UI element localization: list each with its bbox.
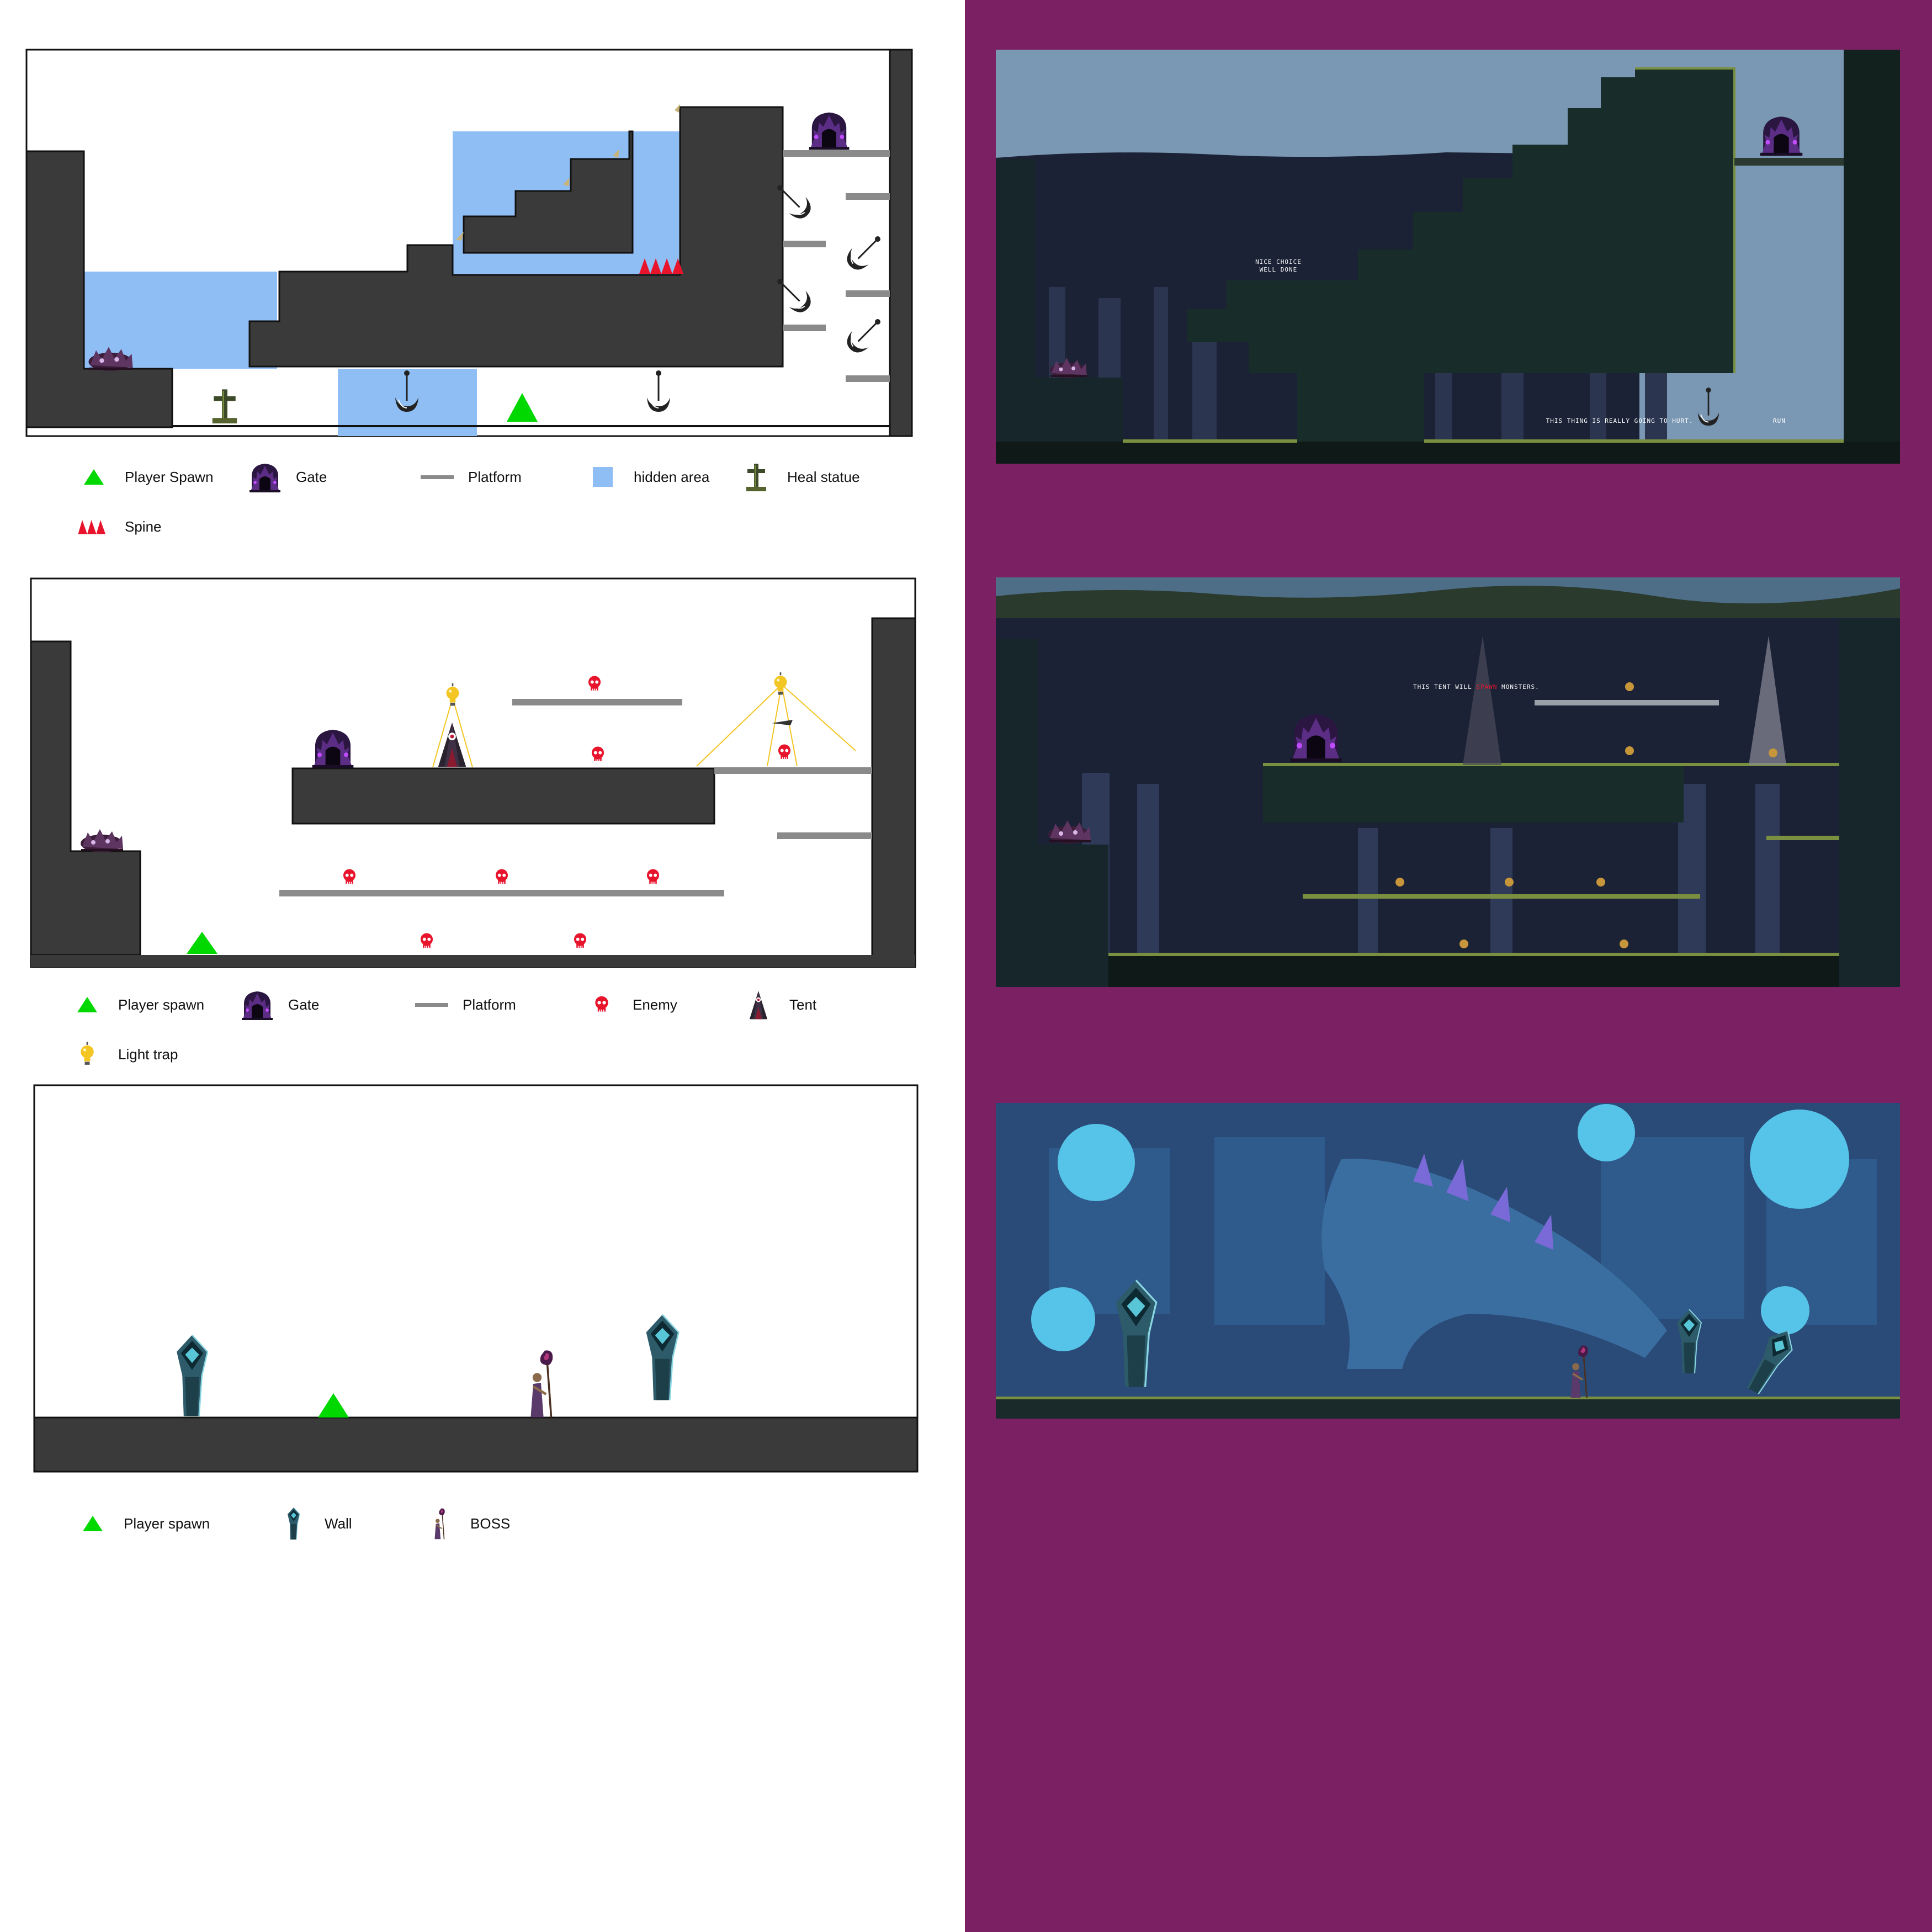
level1-map [25,49,913,437]
spawn-triangle-icon [71,988,104,1021]
legend-item: Heal statue [740,460,860,493]
staircase [463,130,634,254]
ingame-text: WELL DONE [1260,266,1298,273]
player-spawn-marker [187,932,217,954]
legend-label: Gate [296,468,327,485]
legend-label: Platform [468,468,522,485]
legend-item: Player Spawn [77,460,213,493]
legend-label: hidden area [634,468,710,485]
screenshot-level3 [996,1103,1900,1419]
creature-spikes [1413,1154,1553,1250]
legend-item: Enemy [585,988,677,1021]
ground-floor [33,1416,919,1473]
light-cone [432,684,856,768]
stair-decoration [456,104,680,241]
ingame-text: THIS TENT WILL SPAWN MONSTERS. [1413,683,1540,691]
level3-map [33,1084,919,1473]
legend-label: Light trap [118,1045,178,1063]
legend-item: Player spawn [71,988,204,1021]
ingame-text: RUN [1773,417,1786,424]
legend-item: Gate [248,460,327,493]
ground-central [291,767,715,825]
spine-trap [639,258,683,274]
ingame-text: THIS THING IS REALLY GOING TO HURT. [1546,417,1694,424]
light-trap-blade [772,720,793,725]
legend-label: Gate [288,996,320,1013]
legend-item: Tent [742,988,816,1021]
legend-label: Player spawn [118,996,205,1013]
platform [279,699,872,896]
platform [783,150,890,382]
legend-label: BOSS [470,1515,511,1532]
legend-label: Tent [789,996,817,1013]
platform-icon [415,988,448,1021]
legend-item: Spine [77,510,162,543]
level2-map [30,577,916,968]
platform-icon [421,460,454,493]
player-spawn-marker [507,393,538,422]
legend-label: Wall [325,1515,352,1532]
light-beam [1749,636,1786,765]
legend-label: Platform [463,996,516,1013]
spawn-triangle-icon [76,1507,109,1540]
screenshot-level2: THIS TENT WILL SPAWN MONSTERS. [996,577,1900,987]
ground-left [25,150,173,428]
legend-item: Gate [241,988,319,1021]
legend-item: BOSS [423,1507,510,1540]
legend-item: hidden area [586,460,709,493]
legend-label: Player Spawn [125,468,214,485]
enemies [1395,682,1777,948]
player-spawn-marker [318,1393,349,1418]
sky-opening [1031,1104,1849,1351]
legend-item: Light trap [71,1038,178,1071]
hidden-area-icon [586,460,619,493]
legend-item: Platform [421,460,522,493]
hidden-area [84,272,277,369]
spine-icon [77,510,110,543]
ground-right-wall [889,49,913,437]
ingame-text: NICE CHOICE [1255,258,1302,266]
legend-label: Heal statue [787,468,860,485]
legend-label: Spine [125,518,162,535]
light-beam [1463,636,1501,765]
spawn-triangle-icon [77,460,110,493]
ground-central [248,106,784,368]
legend-item: Player spawn [76,1507,210,1540]
legend-item: Wall [277,1507,352,1540]
legend-label: Enemy [633,996,677,1013]
legend-item: Platform [415,988,516,1021]
level3-frame [33,1084,919,1473]
legend-label: Player spawn [124,1515,210,1532]
screenshot-level1: NICE CHOICE WELL DONE THIS THING IS REAL… [996,50,1900,464]
